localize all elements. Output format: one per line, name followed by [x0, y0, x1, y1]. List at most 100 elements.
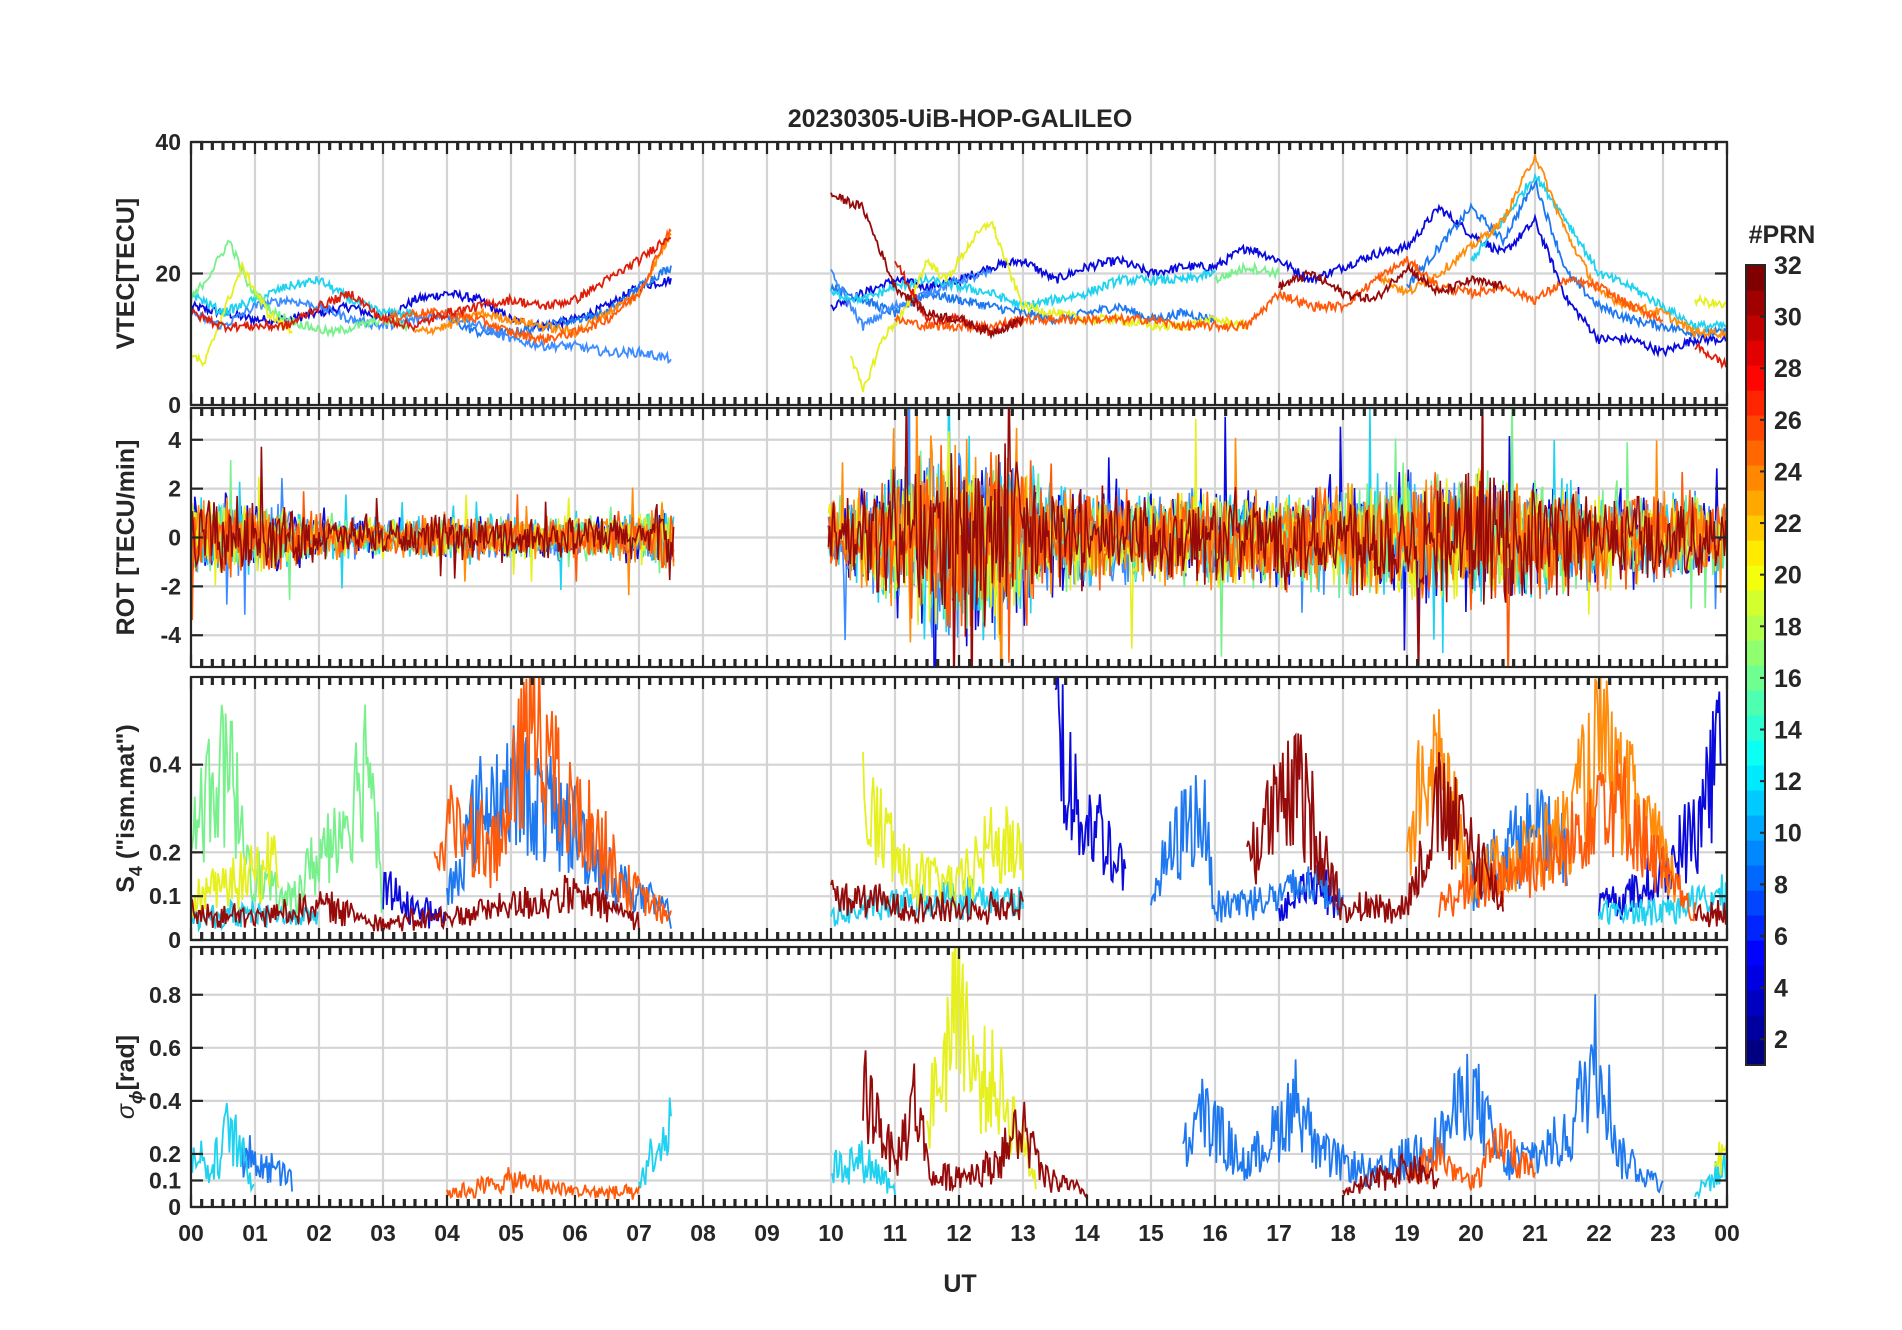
- y-tick-label: 40: [155, 129, 181, 155]
- colorbar-tick-label: 10: [1774, 820, 1802, 848]
- colorbar-cell: [1746, 465, 1765, 491]
- y-axis-label-main: S: [112, 876, 140, 893]
- y-axis: 0 20 40: [155, 129, 1727, 418]
- y-tick-label: 0.6: [149, 1035, 181, 1061]
- series-prn-26: [446, 1122, 1536, 1201]
- colorbar-cell: [1746, 440, 1765, 466]
- y-axis: 00.10.2 0.4 0.6 0.8: [149, 982, 1727, 1220]
- y-tick-label: 0: [168, 392, 181, 418]
- colorbar-tick-label: 30: [1774, 304, 1802, 332]
- colorbar-tick-label: 28: [1774, 355, 1802, 383]
- colorbar-frame: [1745, 264, 1766, 1066]
- panel-vtec: 0 20 40 VTEC[TECU]: [112, 129, 1729, 418]
- panel-s4: 00.10.20.4S4 ("ism.mat"): [112, 675, 1729, 953]
- x-tick-label: 02: [306, 1220, 332, 1246]
- colorbar-cell: [1746, 290, 1765, 316]
- colorbar-cell: [1746, 640, 1765, 666]
- x-tick-label: 17: [1266, 1220, 1292, 1246]
- y-tick-label: 0.2: [149, 839, 181, 865]
- y-axis-label-suffix: ("ism.mat"): [112, 724, 140, 866]
- series-prn-2: [191, 203, 1727, 358]
- colorbar-cell: [1746, 615, 1765, 641]
- colorbar-cell: [1746, 490, 1765, 516]
- x-tick-labels: 00 01 02 03 04 05 06 07 08 09 10 11 12 13 14 15 16 17 18 19…: [178, 1220, 1740, 1246]
- series-prn-31: [830, 192, 1504, 340]
- colorbar-cell: [1746, 415, 1765, 441]
- colorbar-cell: [1746, 940, 1765, 966]
- colorbar-cell: [1746, 715, 1765, 741]
- colorbar-cell: [1746, 790, 1765, 816]
- y-axis: -4 -2 0 2 4: [161, 427, 1727, 648]
- colorbar-cell: [1746, 965, 1765, 991]
- colorbar-tick-label: 26: [1774, 407, 1802, 435]
- series-group: [191, 677, 1727, 933]
- x-tick-label: 19: [1394, 1220, 1420, 1246]
- x-axis-label: UT: [943, 1270, 976, 1298]
- x-tick-label: 09: [754, 1220, 780, 1246]
- series-prn-20: [191, 751, 1024, 918]
- y-axis-label-main: σ: [112, 1103, 140, 1119]
- panel-sigma: 00.10.2 0.4 0.6 0.8 σϕ[rad]: [112, 945, 1729, 1220]
- series-prn-16: [191, 704, 383, 917]
- series-prn-31: [862, 1050, 1440, 1199]
- colorbar-tick-label: 18: [1774, 613, 1802, 641]
- x-tick-label: 04: [434, 1220, 460, 1246]
- colorbar-cell: [1746, 365, 1765, 391]
- colorbar-cell: [1746, 990, 1765, 1016]
- colorbar-tick-label: 6: [1774, 923, 1788, 951]
- series-prn-20: [191, 220, 1727, 393]
- y-axis-label-subscript: 4: [126, 866, 146, 876]
- colorbar-cell: [1746, 340, 1765, 366]
- y-axis: 0 0.1 0.2 0.4: [149, 752, 1727, 953]
- x-tick-label: 07: [626, 1220, 652, 1246]
- y-tick-label: 20: [155, 261, 181, 287]
- colorbar-cell: [1746, 390, 1765, 416]
- x-ticks: [189, 677, 1729, 940]
- colorbar-cell: [1746, 665, 1765, 691]
- x-tick-label: 00: [178, 1220, 204, 1246]
- x-tick-label: 01: [242, 1220, 268, 1246]
- colorbar-cell: [1746, 815, 1765, 841]
- y-axis-label: VTEC[TECU]: [112, 198, 140, 349]
- x-ticks: [189, 142, 1729, 405]
- colorbar-cell: [1746, 765, 1765, 791]
- x-tick-label: 10: [818, 1220, 844, 1246]
- series-prn-16: [191, 239, 1280, 339]
- series-prn-23: [1406, 677, 1677, 903]
- x-tick-label: 14: [1074, 1220, 1100, 1246]
- series-group: [191, 947, 1727, 1201]
- x-tick-label: 15: [1138, 1220, 1164, 1246]
- y-tick-label: 0.4: [149, 1088, 181, 1114]
- colorbar-tick-label: 14: [1774, 717, 1802, 745]
- colorbar-tick-label: 12: [1774, 768, 1802, 796]
- colorbar-tick-label: 2: [1774, 1026, 1788, 1054]
- series-prn-26: [382, 228, 1664, 347]
- series-group: [191, 408, 1727, 667]
- y-tick-label: 0.8: [149, 982, 181, 1008]
- y-axis-label-main: VTEC[TECU]: [112, 198, 140, 349]
- x-tick-label: 22: [1586, 1220, 1612, 1246]
- colorbar-cell: [1746, 890, 1765, 916]
- x-tick-label: 18: [1330, 1220, 1356, 1246]
- y-tick-label: 0: [168, 1194, 181, 1220]
- colorbar-cell: [1746, 515, 1765, 541]
- colorbar-cell: [1746, 740, 1765, 766]
- colorbar-cell: [1746, 915, 1765, 941]
- series-group: [191, 154, 1727, 393]
- colorbar-tick-label: 8: [1774, 871, 1788, 899]
- colorbar-cell: [1746, 1040, 1765, 1066]
- y-axis-label-suffix: [rad]: [112, 1035, 140, 1091]
- y-axis-label: σϕ[rad]: [112, 1035, 146, 1119]
- series-prn-2: [382, 677, 1722, 929]
- colorbar-cell: [1746, 840, 1765, 866]
- y-tick-label: 0.1: [149, 883, 181, 909]
- x-tick-label: 11: [883, 1220, 908, 1246]
- y-tick-label: 0: [168, 927, 181, 953]
- series-prn-31: [191, 732, 1727, 932]
- y-tick-label: 4: [168, 427, 181, 453]
- colorbar-tick-label: 22: [1774, 510, 1802, 538]
- x-tick-label: 00: [1714, 1220, 1740, 1246]
- colorbar-tick-label: 20: [1774, 562, 1802, 590]
- y-tick-label: 2: [168, 476, 181, 502]
